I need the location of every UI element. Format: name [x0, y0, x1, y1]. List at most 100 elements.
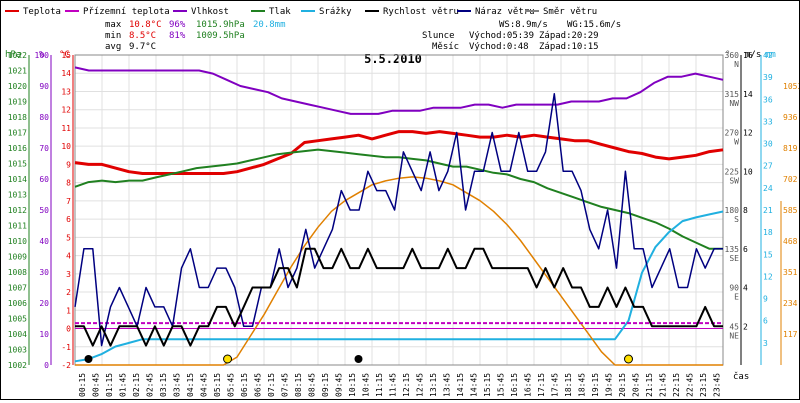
wm2-tick: 819	[783, 144, 798, 153]
deg-dir-label: SW	[729, 176, 739, 185]
stats-max-temp: 10.8°C	[129, 20, 162, 30]
x-tick-label: 12:45	[415, 373, 424, 397]
wind-speed-max: WS:8.9m/s	[499, 20, 548, 30]
stats-max-hum: 96%	[169, 20, 186, 30]
pct-tick: 40	[39, 237, 49, 246]
pct-tick: 30	[39, 268, 49, 277]
deg-tick: 180	[725, 206, 740, 215]
wm2-tick: 585	[783, 206, 798, 215]
hpa-tick: 1012	[8, 206, 27, 215]
series-layer	[74, 66, 724, 366]
x-tick-label: 20:45	[631, 373, 640, 397]
stats-min-hum: 81%	[169, 31, 186, 41]
wind-gust-max: WG:15.6m/s	[567, 20, 621, 30]
mm-tick: 39	[763, 73, 773, 82]
pct-tick: 80	[39, 113, 49, 122]
hpa-tick: 1014	[8, 175, 27, 184]
legend-label-0: Teplota	[23, 7, 61, 17]
x-tick-label: 09:15	[321, 373, 330, 397]
hpa-tick: 1008	[8, 268, 27, 277]
x-tick-label: 13:45	[442, 373, 451, 397]
mm-tick: 42	[763, 51, 773, 60]
stats-min-label: min	[105, 31, 121, 41]
moon-marker	[354, 355, 363, 363]
x-tick-label: 09:45	[334, 373, 343, 397]
deg-tick: 270	[725, 129, 740, 138]
mm-tick: 24	[763, 184, 773, 193]
ms-tick: 4	[743, 284, 748, 293]
x-tick-label: 06:15	[240, 373, 249, 397]
deg-dir-label: SE	[729, 254, 739, 263]
x-tick-label: 14:45	[469, 373, 478, 397]
pct-tick: 50	[39, 206, 49, 215]
moon-label: Měsíc	[432, 42, 459, 52]
mm-tick: 12	[763, 272, 773, 281]
x-tick-label: 21:15	[645, 373, 654, 397]
x-tick-label: 08:15	[294, 373, 303, 397]
wm2-tick: 702	[783, 175, 798, 184]
chart-title: 5.5.2010	[364, 52, 422, 66]
pct-tick: 60	[39, 175, 49, 184]
x-tick-label: 16:15	[510, 373, 519, 397]
deg-dir-label: E	[734, 293, 739, 302]
mm-tick: 9	[763, 295, 768, 304]
moonrise-time: Východ:0:48	[469, 42, 529, 52]
wm2-tick: 234	[783, 299, 798, 308]
x-tick-label: 10:45	[361, 373, 370, 397]
unit-hpa: hPa	[5, 50, 21, 60]
mm-tick: 15	[763, 250, 773, 259]
hpa-tick: 1002	[8, 361, 27, 370]
legend-label-7: Směr větru	[543, 7, 597, 17]
pct-tick: 70	[39, 144, 49, 153]
degc-tick: -1	[61, 343, 71, 352]
degc-tick: 1	[66, 306, 71, 315]
series-tlak	[74, 148, 723, 250]
legend-label-2: Vlhkost	[191, 7, 229, 17]
ms-tick: 2	[743, 322, 748, 331]
ms-tick: 10	[743, 167, 753, 176]
x-tick-label: 11:15	[375, 373, 384, 397]
stats-avg-label: avg	[105, 42, 121, 52]
wm2-tick: 117	[783, 330, 798, 339]
degc-tick: 14	[61, 69, 71, 78]
hpa-tick: 1006	[8, 299, 27, 308]
sunset-time: Západ:20:29	[539, 31, 599, 41]
legend-label-1: Přízemní teplota	[83, 7, 170, 17]
deg-dir-label: N	[734, 60, 739, 69]
degc-tick: 9	[66, 160, 71, 169]
x-tick-label: 17:45	[550, 373, 559, 397]
pct-tick: 10	[39, 330, 49, 339]
hpa-tick: 1009	[8, 253, 27, 262]
hpa-tick: 1007	[8, 284, 27, 293]
legend: Teplota Přízemní teplota Vlhkost Tlak Srážky…	[5, 7, 597, 17]
ms-tick: 12	[743, 129, 753, 138]
degc-tick: 6	[66, 215, 71, 224]
mm-tick: 30	[763, 140, 773, 149]
degc-tick: 4	[66, 252, 71, 261]
axis-units: hPa % °C ° m/s mm čas	[5, 50, 776, 382]
deg-dir-label: W	[734, 138, 739, 147]
unit-time: čas	[733, 371, 749, 382]
x-tick-label: 12:15	[402, 373, 411, 397]
series-teplota	[74, 130, 724, 175]
stats-max-label: max	[105, 20, 122, 30]
legend-label-3: Tlak	[269, 7, 291, 17]
deg-tick: 315	[725, 90, 740, 99]
degc-tick: 0	[66, 325, 71, 334]
x-tick-label: 22:45	[685, 373, 694, 397]
x-tick-label: 02:45	[145, 373, 154, 397]
deg-tick: 135	[725, 245, 740, 254]
mm-tick: 33	[763, 117, 773, 126]
legend-label-4: Srážky	[319, 7, 352, 17]
x-tick-label: 19:45	[604, 373, 613, 397]
stats-max-press: 1015.9hPa	[196, 20, 245, 30]
x-tick-label: 07:45	[280, 373, 289, 397]
hpa-tick: 1011	[8, 222, 27, 231]
deg-dir-label: NE	[729, 331, 739, 340]
x-tick-label: 19:15	[591, 373, 600, 397]
moon-marker	[84, 355, 93, 363]
sunrise-time: Východ:05:39	[469, 31, 534, 41]
x-tick-label: 04:45	[199, 373, 208, 397]
